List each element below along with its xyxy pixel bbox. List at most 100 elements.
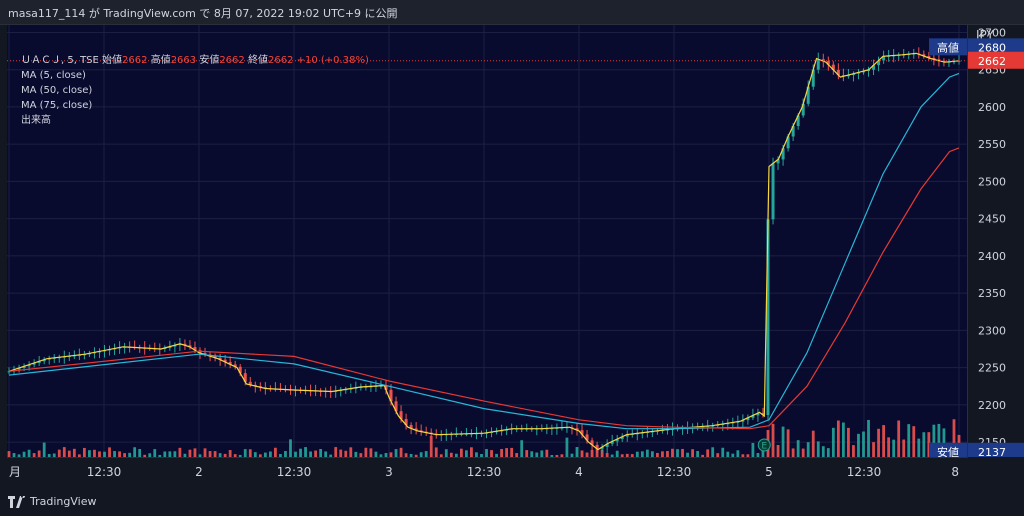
chart-pane[interactable]: E 高値 安値 ＵＡＣＪ, 5, TSE 始値2662 高値2663 安値2662 … bbox=[7, 25, 968, 457]
legend-ma50[interactable]: MA (50, close) bbox=[21, 85, 93, 96]
volume-bar bbox=[193, 448, 197, 457]
candle-body bbox=[846, 75, 850, 77]
volume-bar bbox=[706, 449, 710, 457]
high-tag-box bbox=[929, 38, 967, 56]
y-tick-label: 2400 bbox=[978, 250, 1006, 263]
candle-body bbox=[414, 428, 418, 431]
candle-body bbox=[233, 364, 237, 367]
volume-bar bbox=[178, 447, 182, 457]
legend-close: 2662 bbox=[267, 55, 294, 66]
volume-bar bbox=[22, 451, 26, 457]
volume-bar bbox=[600, 449, 604, 457]
volume-bar bbox=[57, 449, 61, 457]
volume-bar bbox=[208, 451, 212, 457]
volume-bar bbox=[580, 450, 584, 457]
candle-body bbox=[218, 357, 222, 360]
volume-bar bbox=[796, 440, 800, 457]
volume-bar bbox=[253, 452, 257, 457]
volume-bar bbox=[756, 453, 760, 457]
candle-body bbox=[610, 441, 614, 444]
tradingview-logo[interactable]: TradingView bbox=[8, 495, 96, 508]
candle-body bbox=[213, 356, 217, 358]
volume-bar bbox=[917, 438, 921, 457]
volume-bar bbox=[555, 454, 559, 457]
high-tag-label: 高値 bbox=[937, 40, 959, 54]
volume-bar bbox=[485, 449, 488, 457]
volume-bar bbox=[475, 452, 478, 457]
volume-bar bbox=[77, 454, 81, 457]
candle-body bbox=[203, 353, 207, 355]
x-tick-label: 12:30 bbox=[87, 465, 122, 479]
publish-line: masa117_114 が TradingView.com で 8月 07, 2… bbox=[8, 7, 398, 20]
volume-bar bbox=[726, 451, 730, 457]
price-axis[interactable]: JPY 2150 2200 2250 2300 2350 2400 2450 2500 2550 2… bbox=[968, 25, 1024, 460]
volume-bar bbox=[716, 453, 720, 457]
volume-bar bbox=[319, 448, 323, 457]
y-tick-label: 2250 bbox=[978, 362, 1006, 375]
candle-body bbox=[394, 401, 398, 412]
volume-bar bbox=[912, 426, 916, 457]
candle-body bbox=[831, 64, 835, 70]
candle-body bbox=[620, 436, 624, 440]
x-tick-label: 月 bbox=[9, 465, 21, 479]
volume-bar bbox=[404, 453, 408, 457]
volume-bar bbox=[465, 450, 468, 457]
volume-bar bbox=[801, 448, 805, 457]
legend-symbol: ＵＡＣＪ, 5, TSE bbox=[21, 55, 99, 66]
volume-bar bbox=[349, 447, 353, 457]
volume-bar bbox=[419, 452, 423, 457]
volume-bar bbox=[696, 451, 700, 457]
time-axis[interactable]: 月 12:30 2 12:30 3 12:30 4 12:30 5 12:30 8 bbox=[7, 457, 968, 488]
y-tick-label: 2700 bbox=[978, 26, 1006, 39]
volume-bar bbox=[374, 451, 378, 457]
volume-bar bbox=[565, 437, 569, 457]
volume-bar bbox=[711, 447, 715, 457]
volume-bar bbox=[741, 454, 745, 457]
candle-body bbox=[193, 347, 197, 351]
candle-body bbox=[228, 362, 232, 365]
volume-bar bbox=[98, 451, 101, 457]
volume-bar bbox=[882, 425, 886, 457]
candle-body bbox=[399, 411, 403, 420]
volume-bar bbox=[902, 439, 906, 457]
volume-bar bbox=[409, 453, 413, 457]
volume-bar bbox=[379, 454, 383, 457]
volume-bar bbox=[630, 454, 634, 457]
volume-bar bbox=[736, 450, 740, 457]
volume-bar bbox=[590, 449, 594, 457]
volume-bar bbox=[369, 448, 373, 457]
volume-bar bbox=[203, 448, 207, 457]
volume-bar bbox=[148, 453, 152, 457]
legend-volume[interactable]: 出来高 bbox=[21, 115, 51, 126]
volume-bar bbox=[268, 451, 272, 457]
volume-bar bbox=[907, 424, 911, 457]
volume-bar bbox=[289, 439, 292, 457]
volume-bar bbox=[570, 453, 574, 457]
volume-bar bbox=[857, 433, 860, 457]
volume-bar bbox=[615, 450, 619, 457]
candle-body bbox=[37, 361, 41, 363]
legend-ma5[interactable]: MA (5, close) bbox=[21, 70, 86, 81]
volume-bar bbox=[108, 447, 111, 457]
volume-bar bbox=[671, 448, 674, 457]
volume-bar bbox=[520, 440, 524, 457]
volume-bar bbox=[560, 454, 564, 457]
volume-bar bbox=[887, 437, 891, 457]
candle-body bbox=[575, 428, 579, 431]
volume-bar bbox=[495, 453, 498, 457]
candle-body bbox=[776, 159, 780, 164]
candle-body bbox=[856, 72, 860, 74]
volume-bar bbox=[731, 453, 735, 457]
volume-bar bbox=[927, 432, 931, 457]
candle-body bbox=[766, 219, 770, 416]
candle-body bbox=[404, 419, 408, 425]
y-tick-label: 2450 bbox=[978, 213, 1006, 226]
volume-bar bbox=[163, 451, 167, 457]
low-tag-box bbox=[929, 442, 967, 457]
candle-body bbox=[756, 413, 760, 416]
candle-body bbox=[585, 434, 589, 441]
volume-bar bbox=[158, 454, 162, 457]
x-tick-label: 4 bbox=[575, 465, 583, 479]
legend-ma75[interactable]: MA (75, close) bbox=[21, 100, 93, 111]
